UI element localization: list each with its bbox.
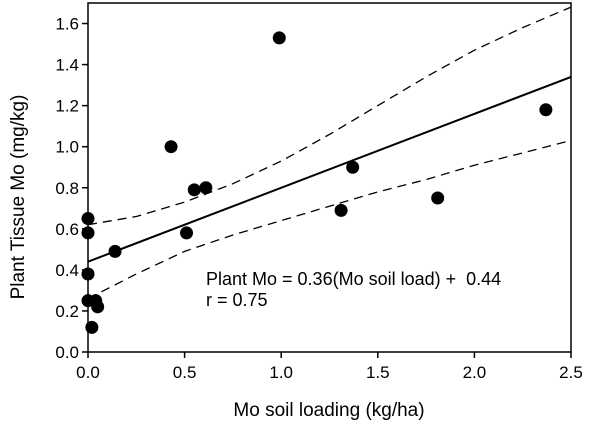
- data-point: [108, 244, 122, 258]
- y-tick-label: 1.2: [55, 97, 79, 116]
- x-tick-label: 0.0: [76, 363, 100, 382]
- data-point: [539, 103, 553, 117]
- y-tick-label: 1.6: [55, 15, 79, 34]
- data-point: [91, 300, 105, 314]
- y-tick-label: 0.6: [55, 220, 79, 239]
- y-tick-label: 1.0: [55, 138, 79, 157]
- x-axis-ticks: 0.0 0.5 1.0 1.5 2.0 2.5: [76, 352, 583, 382]
- data-point: [334, 203, 348, 217]
- y-axis-ticks: 0.0 0.2 0.4 0.6 0.8 1.0 1.2 1.4 1.6: [55, 15, 88, 362]
- data-point: [272, 31, 286, 45]
- data-point: [199, 181, 213, 195]
- y-tick-label: 0.0: [55, 343, 79, 362]
- data-points: [81, 31, 553, 334]
- x-tick-label: 1.5: [366, 363, 390, 382]
- x-tick-label: 2.0: [463, 363, 487, 382]
- x-tick-label: 2.5: [559, 363, 583, 382]
- y-tick-label: 0.8: [55, 179, 79, 198]
- regression-equation: Plant Mo = 0.36(Mo soil load) + 0.44: [206, 269, 501, 289]
- data-point: [164, 140, 178, 154]
- data-point: [346, 160, 360, 174]
- lower-confidence-band: [87, 139, 572, 300]
- x-tick-label: 0.5: [173, 363, 197, 382]
- y-tick-label: 1.4: [55, 56, 79, 75]
- upper-confidence-band: [87, 6, 572, 226]
- data-point: [180, 226, 194, 240]
- data-point: [81, 226, 95, 240]
- data-point: [81, 212, 95, 226]
- data-point: [187, 183, 201, 197]
- y-tick-label: 0.2: [55, 302, 79, 321]
- plot-frame: [87, 2, 572, 353]
- y-axis-title: Plant Tissue Mo (mg/kg): [8, 95, 29, 300]
- confidence-bands: [87, 6, 572, 300]
- x-axis-title: Mo soil loading (kg/ha): [233, 400, 424, 421]
- y-tick-label: 0.4: [55, 261, 79, 280]
- regression-line-group: [87, 75, 572, 263]
- x-tick-label: 1.0: [269, 363, 293, 382]
- data-point: [85, 320, 99, 334]
- plot-area: 0.0 0.5 1.0 1.5 2.0 2.5 0.0 0.2 0.4 0.6 0.8 1.0 1.2…: [55, 2, 583, 382]
- data-point: [431, 191, 445, 205]
- data-point: [81, 267, 95, 281]
- regression-line: [87, 75, 572, 263]
- correlation-coefficient: r = 0.75: [206, 290, 268, 310]
